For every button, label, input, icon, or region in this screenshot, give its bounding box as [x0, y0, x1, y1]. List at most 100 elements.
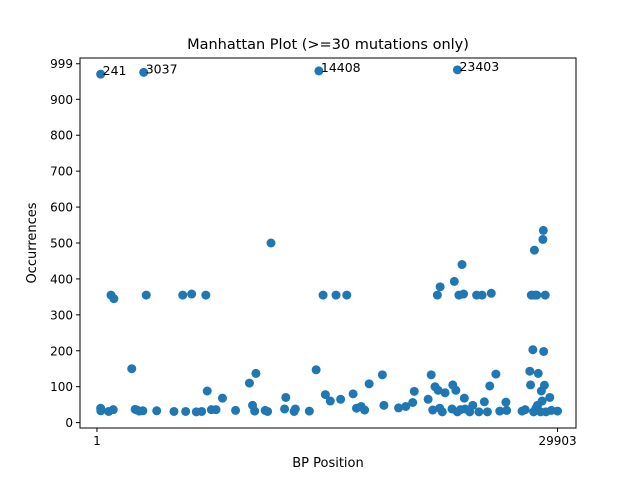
data-point — [348, 389, 358, 399]
data-point — [525, 366, 535, 376]
data-point — [529, 245, 539, 255]
data-point — [197, 406, 207, 416]
x-axis-ticks: 1 29903 — [93, 428, 577, 448]
data-point — [127, 364, 137, 374]
data-point — [187, 289, 197, 299]
data-point — [423, 394, 433, 404]
data-point — [331, 290, 341, 300]
data-point — [96, 406, 106, 416]
data-point — [538, 234, 548, 244]
data-point — [477, 290, 487, 300]
data-point — [96, 69, 106, 79]
data-point — [435, 282, 445, 292]
data-point — [311, 365, 321, 375]
annotation-label: 241 — [103, 63, 127, 78]
data-point — [537, 396, 547, 406]
data-point — [485, 381, 495, 391]
data-point — [244, 378, 254, 388]
data-point — [138, 406, 148, 416]
data-point — [409, 386, 419, 396]
data-point — [501, 397, 511, 407]
x-tick-label: 29903 — [538, 434, 576, 448]
data-point — [479, 397, 489, 407]
data-point — [211, 405, 221, 415]
data-point — [263, 406, 273, 416]
data-point — [169, 406, 179, 416]
y-tick-label: 500 — [50, 237, 73, 251]
y-tick-label: 700 — [50, 165, 73, 179]
data-point — [394, 403, 404, 413]
annotation-layer: 241 3037 14408 23403 — [103, 59, 500, 78]
data-point — [520, 405, 530, 415]
data-point — [457, 260, 467, 270]
data-point — [545, 392, 555, 402]
y-tick-label: 600 — [50, 201, 73, 215]
y-axis-ticks: 0 100 200 300 400 500 600 700 800 900 999 — [50, 57, 80, 430]
data-point — [486, 288, 496, 298]
data-point — [452, 65, 462, 75]
data-point — [440, 388, 450, 398]
chart-title: Manhattan Plot (>=30 mutations only) — [187, 37, 469, 53]
data-point — [553, 406, 563, 416]
data-point — [474, 407, 484, 417]
data-point — [428, 405, 438, 415]
data-point — [432, 290, 442, 300]
data-point — [139, 67, 149, 77]
y-tick-label: 999 — [50, 57, 73, 71]
data-point — [379, 400, 389, 410]
data-point — [202, 386, 212, 396]
points-layer — [96, 65, 563, 417]
data-point — [342, 290, 352, 300]
data-point — [539, 346, 549, 356]
data-point — [266, 238, 276, 248]
data-point — [449, 276, 459, 286]
data-point — [336, 394, 346, 404]
annotation-label: 14408 — [321, 60, 361, 75]
data-point — [231, 405, 241, 415]
data-point — [408, 397, 418, 407]
data-point — [539, 380, 549, 390]
data-point — [152, 406, 162, 416]
data-point — [401, 401, 411, 411]
data-point — [482, 407, 492, 417]
data-point — [437, 407, 447, 417]
data-point — [318, 290, 328, 300]
data-point — [141, 290, 151, 300]
data-point — [201, 290, 211, 300]
data-point — [491, 369, 501, 379]
data-point — [280, 404, 290, 414]
data-point — [540, 290, 550, 300]
data-point — [377, 370, 387, 380]
data-point — [495, 406, 505, 416]
x-tick-label: 1 — [93, 434, 101, 448]
data-point — [459, 289, 469, 299]
data-point — [178, 290, 188, 300]
y-tick-label: 200 — [50, 344, 73, 358]
data-point — [468, 400, 478, 410]
y-tick-label: 400 — [50, 272, 73, 286]
data-point — [251, 368, 261, 378]
data-point — [532, 290, 542, 300]
data-point — [290, 404, 300, 414]
data-point — [181, 406, 191, 416]
data-point — [451, 385, 461, 395]
x-axis-label: BP Position — [292, 456, 364, 471]
annotation-label: 23403 — [459, 59, 499, 74]
data-point — [325, 396, 335, 406]
data-point — [108, 405, 118, 415]
data-point — [304, 406, 314, 416]
data-point — [109, 294, 119, 304]
data-point — [459, 393, 469, 403]
y-axis-label: Occurrences — [25, 202, 40, 283]
data-point — [250, 406, 260, 416]
y-tick-label: 300 — [50, 308, 73, 322]
y-tick-label: 0 — [65, 416, 73, 430]
data-point — [360, 405, 370, 415]
data-point — [314, 66, 324, 76]
y-tick-label: 900 — [50, 93, 73, 107]
data-point — [528, 345, 538, 355]
y-tick-label: 800 — [50, 129, 73, 143]
data-point — [281, 392, 291, 402]
